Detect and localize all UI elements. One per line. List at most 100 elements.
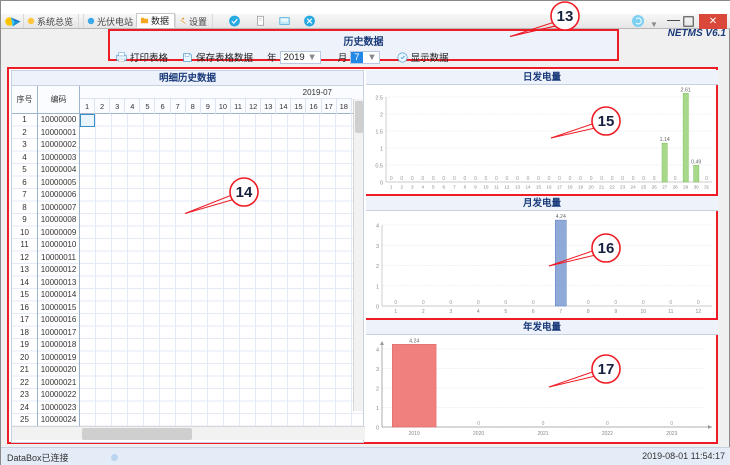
svg-text:0: 0 xyxy=(485,176,488,182)
svg-text:11: 11 xyxy=(668,309,673,315)
svg-text:4: 4 xyxy=(422,185,425,190)
svg-text:0: 0 xyxy=(449,300,452,306)
svg-text:2: 2 xyxy=(401,185,404,190)
svg-text:0: 0 xyxy=(558,176,561,182)
svg-text:0: 0 xyxy=(376,426,379,432)
svg-text:23: 23 xyxy=(620,185,626,190)
svg-text:4: 4 xyxy=(477,309,480,315)
svg-text:18: 18 xyxy=(567,185,573,190)
svg-text:5: 5 xyxy=(432,185,435,190)
svg-text:22: 22 xyxy=(610,185,616,190)
svg-text:27: 27 xyxy=(662,185,668,190)
svg-text:4.24: 4.24 xyxy=(556,214,566,220)
svg-text:0: 0 xyxy=(532,300,535,306)
svg-text:0: 0 xyxy=(614,300,617,306)
svg-text:0: 0 xyxy=(670,421,673,427)
svg-text:0: 0 xyxy=(579,176,582,182)
svg-text:4.24: 4.24 xyxy=(409,338,419,344)
svg-text:0: 0 xyxy=(516,176,519,182)
svg-text:1: 1 xyxy=(390,185,393,190)
svg-text:3: 3 xyxy=(376,367,379,373)
svg-text:3: 3 xyxy=(449,309,452,315)
svg-text:10: 10 xyxy=(641,309,647,315)
svg-text:0: 0 xyxy=(697,300,700,306)
svg-text:1: 1 xyxy=(376,406,379,412)
svg-text:0: 0 xyxy=(548,176,551,182)
svg-text:24: 24 xyxy=(631,185,637,190)
svg-text:0: 0 xyxy=(411,176,414,182)
svg-text:9: 9 xyxy=(474,185,477,190)
svg-text:2: 2 xyxy=(376,387,379,393)
svg-text:2: 2 xyxy=(380,113,383,119)
svg-text:6: 6 xyxy=(443,185,446,190)
svg-text:0: 0 xyxy=(590,176,593,182)
svg-text:1: 1 xyxy=(376,284,379,290)
svg-text:25: 25 xyxy=(641,185,647,190)
svg-text:0: 0 xyxy=(569,176,572,182)
svg-text:1: 1 xyxy=(380,147,383,153)
svg-text:9: 9 xyxy=(614,309,617,315)
svg-text:2021: 2021 xyxy=(537,431,548,437)
svg-text:12: 12 xyxy=(696,309,702,315)
svg-text:28: 28 xyxy=(673,185,679,190)
svg-text:4: 4 xyxy=(376,224,379,230)
svg-text:0: 0 xyxy=(380,181,383,187)
svg-text:0: 0 xyxy=(421,176,424,182)
svg-text:11: 11 xyxy=(494,185,499,190)
svg-text:0: 0 xyxy=(442,176,445,182)
svg-text:0: 0 xyxy=(390,176,393,182)
svg-text:21: 21 xyxy=(599,185,605,190)
svg-text:0: 0 xyxy=(642,300,645,306)
svg-text:0: 0 xyxy=(464,176,467,182)
svg-text:30: 30 xyxy=(694,185,700,190)
svg-text:0: 0 xyxy=(504,300,507,306)
svg-text:0: 0 xyxy=(453,176,456,182)
svg-text:2023: 2023 xyxy=(666,431,677,437)
svg-text:29: 29 xyxy=(683,185,689,190)
svg-text:0: 0 xyxy=(653,176,656,182)
svg-text:0: 0 xyxy=(506,176,509,182)
svg-text:19: 19 xyxy=(578,185,584,190)
svg-text:20: 20 xyxy=(589,185,595,190)
svg-text:14: 14 xyxy=(525,185,531,190)
svg-text:0: 0 xyxy=(621,176,624,182)
svg-text:4: 4 xyxy=(376,348,379,354)
svg-text:1.14: 1.14 xyxy=(660,137,670,143)
svg-text:0: 0 xyxy=(376,305,379,311)
svg-text:0: 0 xyxy=(642,176,645,182)
svg-text:0: 0 xyxy=(600,176,603,182)
svg-text:5: 5 xyxy=(504,309,507,315)
svg-text:0: 0 xyxy=(477,300,480,306)
svg-text:3: 3 xyxy=(376,244,379,250)
svg-text:0: 0 xyxy=(477,421,480,427)
svg-text:15: 15 xyxy=(536,185,542,190)
svg-text:0: 0 xyxy=(632,176,635,182)
svg-text:13: 13 xyxy=(515,185,521,190)
svg-text:2019: 2019 xyxy=(409,431,420,437)
svg-text:10: 10 xyxy=(483,185,489,190)
svg-text:0: 0 xyxy=(674,176,677,182)
svg-text:0: 0 xyxy=(432,176,435,182)
svg-text:7: 7 xyxy=(559,309,562,315)
svg-text:0: 0 xyxy=(400,176,403,182)
svg-text:0: 0 xyxy=(606,421,609,427)
svg-text:0: 0 xyxy=(474,176,477,182)
svg-text:0: 0 xyxy=(394,300,397,306)
svg-text:0: 0 xyxy=(537,176,540,182)
svg-text:12: 12 xyxy=(504,185,510,190)
svg-text:6: 6 xyxy=(532,309,535,315)
svg-text:2022: 2022 xyxy=(602,431,613,437)
svg-text:2020: 2020 xyxy=(473,431,484,437)
svg-text:3: 3 xyxy=(411,185,414,190)
svg-text:2.61: 2.61 xyxy=(681,87,691,93)
svg-text:0: 0 xyxy=(542,421,545,427)
svg-text:0: 0 xyxy=(422,300,425,306)
svg-text:0: 0 xyxy=(611,176,614,182)
svg-text:7: 7 xyxy=(453,185,456,190)
svg-text:31: 31 xyxy=(704,185,710,190)
svg-text:1: 1 xyxy=(394,309,397,315)
svg-text:8: 8 xyxy=(587,309,590,315)
svg-text:8: 8 xyxy=(464,185,467,190)
svg-text:0: 0 xyxy=(669,300,672,306)
svg-text:0.5: 0.5 xyxy=(375,164,383,170)
